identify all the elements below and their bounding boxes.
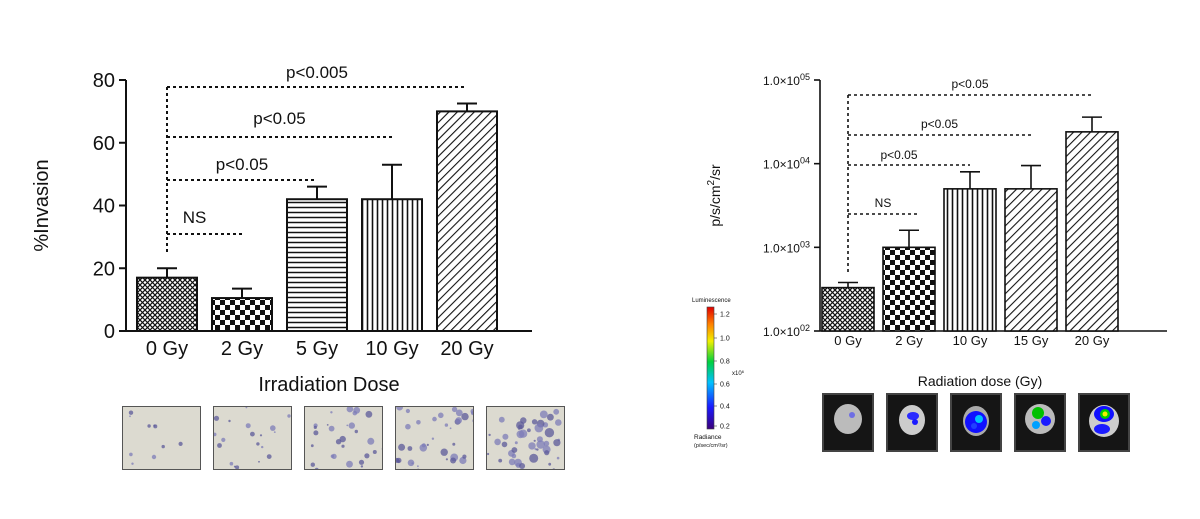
colorbar-footer-units: (p/sec/cm²/sr) — [694, 443, 728, 449]
x-tick-label: 5 Gy — [296, 338, 338, 360]
microscopy-5gy — [304, 406, 383, 470]
significance-label: p<0.05 — [216, 155, 268, 174]
significance-label: p<0.005 — [286, 63, 348, 82]
microscopy-2gy — [213, 406, 292, 470]
y-tick-label: 0 — [104, 321, 115, 343]
bar-10gy — [361, 198, 423, 332]
significance-label: NS — [875, 196, 892, 210]
ivis-2gy — [886, 393, 938, 452]
significance-label: p<0.05 — [951, 77, 988, 91]
colorbar-tick-label: 0.8 — [720, 359, 730, 366]
radiance-chart: 1.0×1002 1.0×1003 1.0×1004 1.0×1005 0 Gy 2 Gy… — [706, 72, 1167, 389]
x-tick-label: 0 Gy — [834, 333, 862, 348]
bar-5gy — [286, 198, 348, 332]
x-axis-label: Radiation dose (Gy) — [918, 373, 1043, 389]
ivis-20gy — [1078, 393, 1130, 452]
y-tick-label: 1.0×1004 — [763, 156, 810, 172]
ivis-15gy — [1014, 393, 1066, 452]
microscopy-0gy — [122, 406, 201, 470]
colorbar-footer: Radiance — [694, 434, 722, 441]
microscopy-10gy — [395, 406, 474, 470]
bar-15gy — [1004, 188, 1058, 332]
colorbar-tick-label: 0.4 — [720, 404, 730, 411]
colorbar-tick-label: 0.2 — [720, 424, 730, 431]
y-tick-label: 80 — [93, 70, 115, 92]
colorbar-title: Luminescence — [692, 298, 731, 304]
significance-label: NS — [183, 208, 207, 227]
x-tick-label: 20 Gy — [1075, 333, 1110, 348]
y-tick-label: 1.0×1002 — [763, 323, 810, 339]
invasion-chart: 0 20 40 60 80 0 Gy 2 Gy 5 Gy 10 Gy 20 Gy %Invasion… — [31, 63, 532, 396]
x-axis-label: Irradiation Dose — [258, 374, 399, 396]
ivis-0gy — [822, 393, 874, 452]
ivis-10gy — [950, 393, 1002, 452]
bar-20gy — [1065, 131, 1119, 332]
x-tick-label: 0 Gy — [146, 338, 188, 360]
y-axis-label: %Invasion — [31, 159, 53, 251]
bar-2gy — [211, 297, 273, 332]
bar-0gy — [136, 276, 198, 333]
microscopy-20gy — [486, 406, 565, 470]
bar-2gy — [882, 246, 936, 332]
bar-0gy — [821, 286, 875, 332]
y-tick-label: 20 — [93, 258, 115, 280]
x-tick-label: 10 Gy — [953, 333, 988, 348]
y-tick-label: 40 — [93, 196, 115, 218]
x-tick-label: 2 Gy — [895, 333, 923, 348]
colorbar-multiplier: x106 — [732, 369, 745, 377]
colorbar-gradient — [706, 306, 715, 430]
colorbar-tick-label: 0.6 — [720, 382, 730, 389]
y-tick-label: 60 — [93, 133, 115, 155]
significance-label: p<0.05 — [880, 148, 917, 162]
y-tick-label: 1.0×1003 — [763, 239, 810, 255]
bar-10gy — [943, 188, 997, 332]
colorbar-tick-label: 1.2 — [720, 312, 730, 319]
x-tick-label: 2 Gy — [221, 338, 263, 360]
significance-label: p<0.05 — [253, 109, 305, 128]
x-tick-label: 15 Gy — [1014, 333, 1049, 348]
significance-label: p<0.05 — [921, 117, 958, 131]
y-tick-label: 1.0×1005 — [763, 72, 810, 88]
colorbar-tick-label: 1.0 — [720, 336, 730, 343]
x-tick-label: 20 Gy — [440, 338, 493, 360]
y-axis-label: p/s/cm2/sr — [706, 164, 723, 227]
x-tick-label: 10 Gy — [365, 338, 418, 360]
bar-20gy — [436, 110, 498, 332]
luminescence-colorbar: Luminescence 1.2 1.0 0.8 0.6 0.4 0.2 x106 Radian… — [692, 298, 745, 449]
